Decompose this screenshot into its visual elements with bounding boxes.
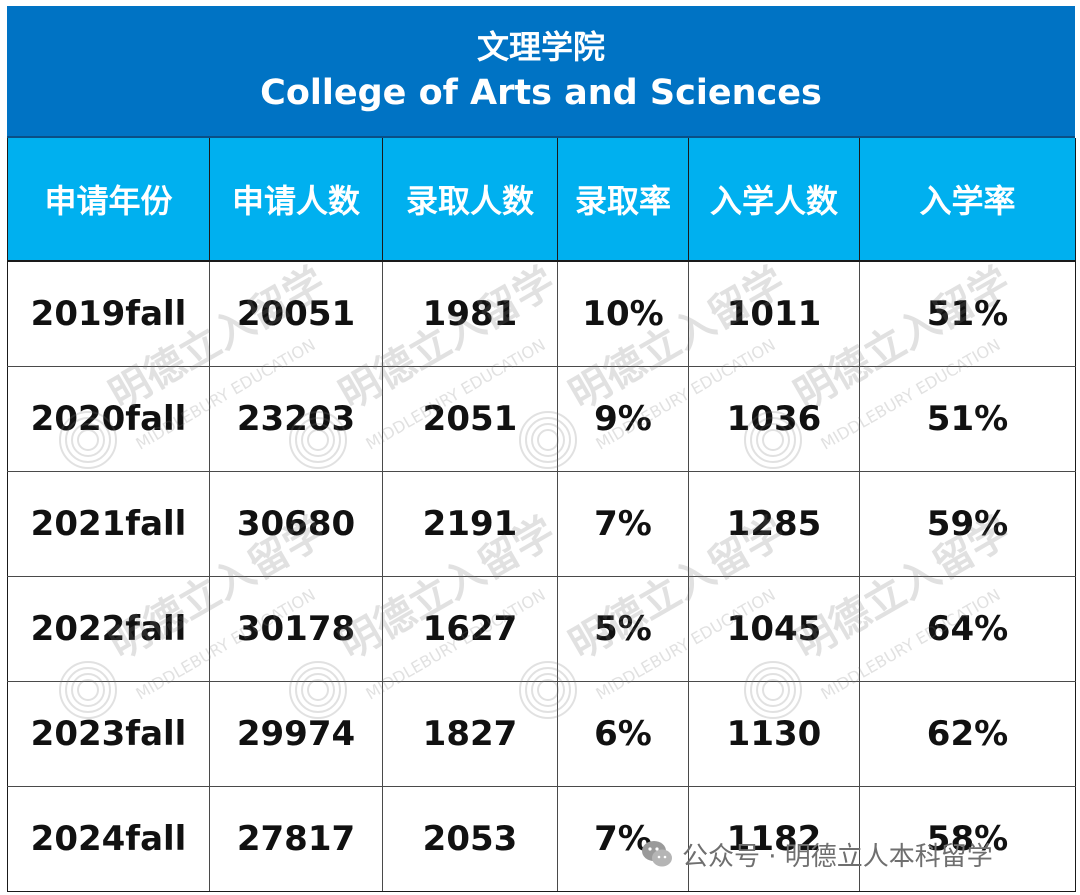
table-cell: 58% [859, 786, 1076, 892]
table-cell: 2021fall [7, 471, 210, 577]
table-cell: 2024fall [7, 786, 210, 892]
table-cell: 1011 [688, 261, 860, 367]
table-cell: 6% [557, 681, 689, 787]
table-row: 2022fall 30178 1627 5% 1045 64% [7, 576, 1076, 682]
table-cell: 1627 [382, 576, 558, 682]
column-header: 入学人数 [688, 138, 860, 262]
table-cell: 1285 [688, 471, 860, 577]
table-cell: 51% [859, 261, 1076, 367]
table-subtitle: College of Arts and Sciences [260, 73, 822, 113]
table-cell: 62% [859, 681, 1076, 787]
table-cell: 2019fall [7, 261, 210, 367]
table-row: 2019fall 20051 1981 10% 1011 51% [7, 261, 1076, 367]
table-cell: 1827 [382, 681, 558, 787]
table-row: 2020fall 23203 2051 9% 1036 51% [7, 366, 1076, 472]
column-header: 入学率 [859, 138, 1076, 262]
table-cell: 1036 [688, 366, 860, 472]
table-cell: 1045 [688, 576, 860, 682]
table-cell: 2020fall [7, 366, 210, 472]
table-cell: 51% [859, 366, 1076, 472]
table-row: 2021fall 30680 2191 7% 1285 59% [7, 471, 1076, 577]
table-cell: 30680 [209, 471, 383, 577]
table-cell: 1182 [688, 786, 860, 892]
table-cell: 59% [859, 471, 1076, 577]
table-cell: 1981 [382, 261, 558, 367]
footer-text: 公众号 · 明德立人本科留学 [682, 841, 993, 872]
table-title-bar: 文理学院 College of Arts and Sciences [7, 6, 1075, 138]
table-cell: 27817 [209, 786, 383, 892]
table-body: 2019fall 20051 1981 10% 1011 51% 2020fall 23203… [7, 261, 1076, 892]
table-cell: 10% [557, 261, 689, 367]
table-cell: 30178 [209, 576, 383, 682]
table-cell: 1130 [688, 681, 860, 787]
column-header: 录取率 [557, 138, 689, 262]
table-cell: 2191 [382, 471, 558, 577]
table-cell: 2051 [382, 366, 558, 472]
admissions-table: 申请年份 申请人数 录取人数 录取率 入学人数 入学率 2019fall 20051 1981… [7, 138, 1076, 892]
table-cell: 9% [557, 366, 689, 472]
table-title: 文理学院 [476, 28, 605, 66]
column-header: 申请年份 [7, 138, 210, 262]
table-cell: 29974 [209, 681, 383, 787]
table-cell: 64% [859, 576, 1076, 682]
table-cell: 20051 [209, 261, 383, 367]
table-cell: 2053 [382, 786, 558, 892]
table-cell: 23203 [209, 366, 383, 472]
table-row: 2024fall 27817 2053 7% 1182 58% [7, 786, 1076, 892]
column-header: 录取人数 [382, 138, 558, 262]
table-cell: 2023fall [7, 681, 210, 787]
wechat-icon [642, 841, 672, 867]
footer-watermark: 公众号 · 明德立人本科留学 [640, 832, 993, 876]
table-row: 2023fall 29974 1827 6% 1130 62% [7, 681, 1076, 787]
table-cell: 5% [557, 576, 689, 682]
table-cell: 7% [557, 471, 689, 577]
table-cell: 2022fall [7, 576, 210, 682]
column-header: 申请人数 [209, 138, 383, 262]
header-row: 申请年份 申请人数 录取人数 录取率 入学人数 入学率 [7, 138, 1076, 262]
